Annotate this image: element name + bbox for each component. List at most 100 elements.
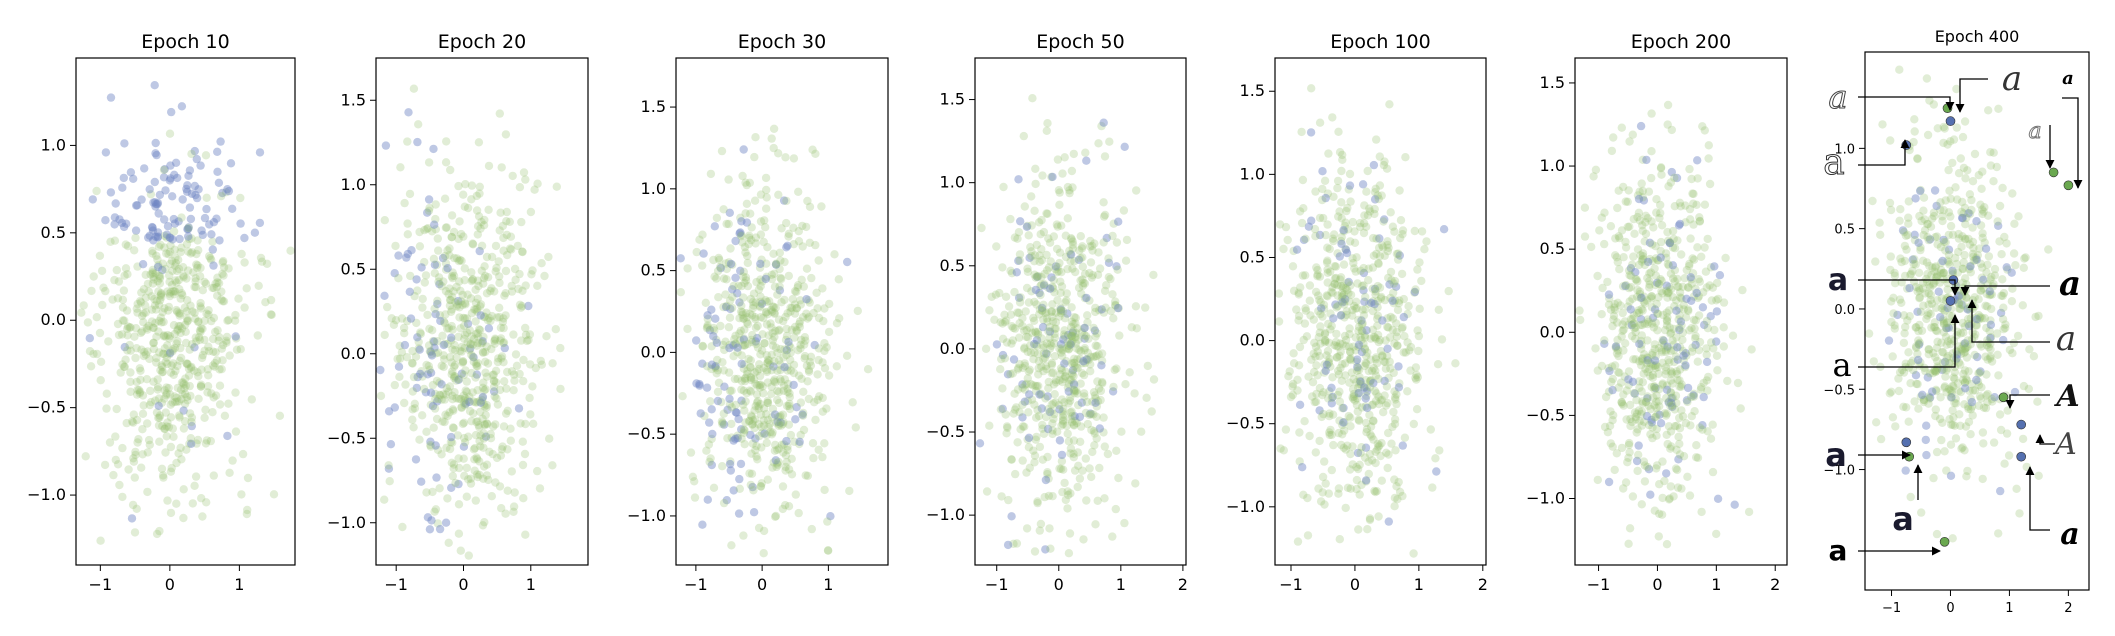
point-green: [1911, 323, 1920, 332]
point-green: [493, 357, 503, 367]
point-green: [1064, 549, 1074, 558]
point-green: [777, 274, 786, 284]
point-green: [1949, 353, 1958, 363]
point-green: [1112, 238, 1122, 247]
point-green: [998, 384, 1007, 393]
point-green: [463, 396, 473, 405]
point-green: [776, 273, 785, 283]
point-blue: [705, 326, 715, 335]
highlight-point: [1901, 437, 1912, 448]
point-blue: [429, 144, 438, 154]
point-green: [755, 383, 765, 392]
point-green: [701, 298, 710, 307]
point-green: [450, 372, 460, 381]
point-green: [501, 130, 511, 139]
point-green: [1357, 281, 1367, 291]
point-blue: [1082, 156, 1091, 165]
point-green: [771, 260, 781, 269]
point-green: [734, 281, 743, 291]
point-green: [1624, 440, 1634, 450]
point-green: [1946, 304, 1956, 313]
point-green: [261, 298, 270, 307]
point-green: [2004, 451, 2014, 460]
point-blue: [1432, 467, 1441, 476]
point-green: [1992, 329, 2002, 338]
point-green: [150, 301, 160, 310]
point-green: [181, 374, 190, 383]
point-green: [218, 356, 227, 365]
point-blue: [178, 195, 187, 204]
point-green: [771, 343, 781, 352]
point-green: [480, 420, 489, 430]
point-green: [493, 400, 503, 409]
point-green: [1372, 389, 1381, 398]
point-blue: [1662, 469, 1671, 478]
point-green: [165, 247, 175, 257]
point-green: [1984, 252, 1994, 261]
point-green: [1624, 539, 1633, 548]
point-green: [802, 264, 812, 273]
point-green: [495, 312, 504, 322]
point-green: [1876, 230, 1885, 239]
point-green: [1127, 323, 1137, 332]
point-green: [990, 315, 999, 324]
point-green: [509, 370, 519, 379]
point-green: [1712, 296, 1721, 305]
point-green: [491, 241, 501, 251]
point-green: [444, 289, 453, 299]
point-green: [449, 464, 458, 473]
point-green: [1014, 228, 1024, 237]
point-green: [1031, 164, 1040, 173]
point-green: [428, 380, 438, 390]
point-green: [452, 353, 461, 362]
point-blue: [975, 439, 985, 448]
point-green: [800, 354, 809, 363]
point-green: [1713, 366, 1722, 375]
point-green: [1383, 463, 1392, 473]
point-green: [1969, 256, 1979, 265]
point-green: [1038, 420, 1047, 430]
point-green: [151, 396, 160, 405]
point-green: [132, 304, 141, 313]
point-green: [169, 321, 179, 330]
point-green: [1047, 360, 1057, 369]
point-green: [1105, 137, 1114, 146]
point-green: [998, 334, 1008, 343]
point-green: [747, 223, 756, 232]
point-green: [1298, 175, 1308, 185]
point-green: [166, 259, 175, 269]
point-blue: [1713, 494, 1723, 503]
point-green: [1086, 258, 1096, 267]
point-green: [477, 241, 487, 250]
point-green: [130, 246, 139, 255]
point-green: [526, 360, 535, 369]
point-green: [146, 386, 155, 396]
point-green: [182, 274, 191, 283]
y-tick-label: 1.0: [641, 179, 666, 198]
point-blue: [168, 192, 177, 201]
point-green: [818, 407, 827, 416]
x-tick-label: 1: [526, 575, 536, 594]
point-green: [95, 328, 105, 338]
point-green: [486, 316, 495, 326]
point-green: [1044, 327, 1053, 336]
point-blue: [476, 311, 485, 320]
point-green: [430, 507, 439, 516]
point-green: [1141, 303, 1150, 312]
point-green: [1613, 203, 1622, 213]
point-green: [218, 340, 228, 350]
point-green: [1901, 322, 1910, 332]
point-green: [765, 297, 774, 306]
point-blue: [1999, 335, 2008, 345]
point-green: [742, 313, 752, 322]
point-green: [139, 309, 148, 318]
highlight-point: [2016, 451, 2026, 462]
point-green: [408, 346, 417, 356]
glyph-a-3: a: [2002, 59, 2022, 99]
y-tick-label: 0.5: [940, 256, 965, 275]
point-green: [2021, 253, 2030, 262]
point-green: [755, 360, 764, 369]
point-green: [1999, 303, 2008, 312]
point-green: [481, 410, 490, 420]
point-blue: [1686, 273, 1696, 282]
